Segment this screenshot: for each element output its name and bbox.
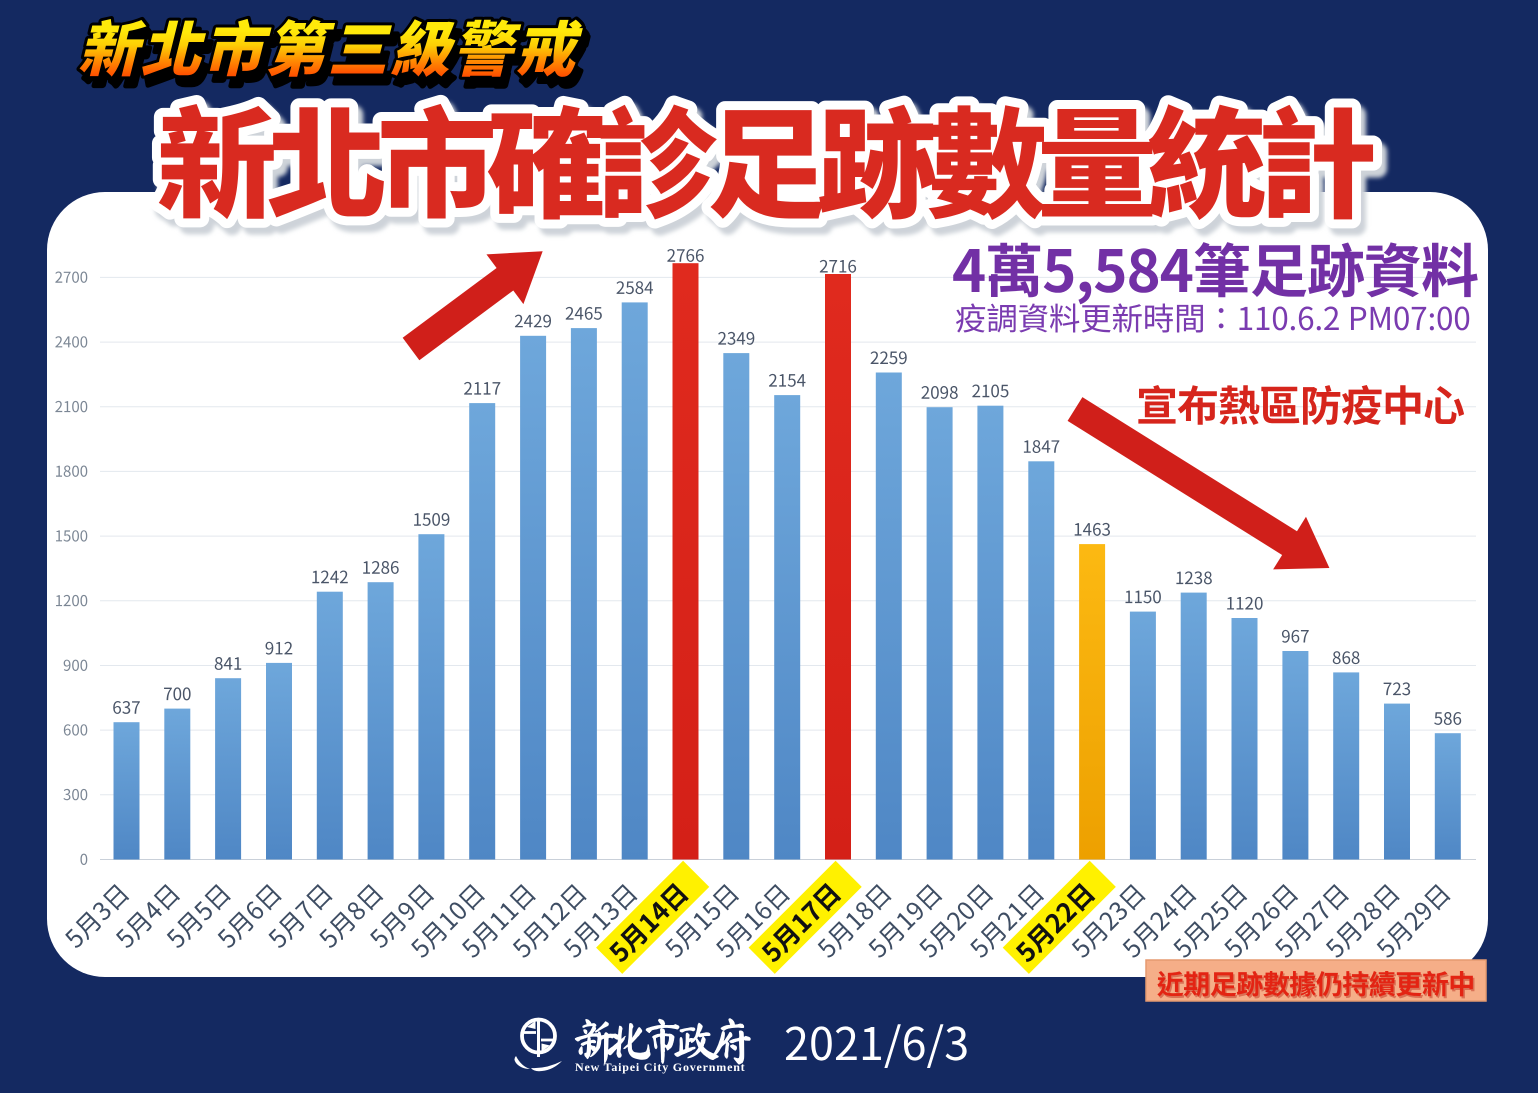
svg-text:New Taipei City Government: New Taipei City Government: [575, 1060, 745, 1074]
